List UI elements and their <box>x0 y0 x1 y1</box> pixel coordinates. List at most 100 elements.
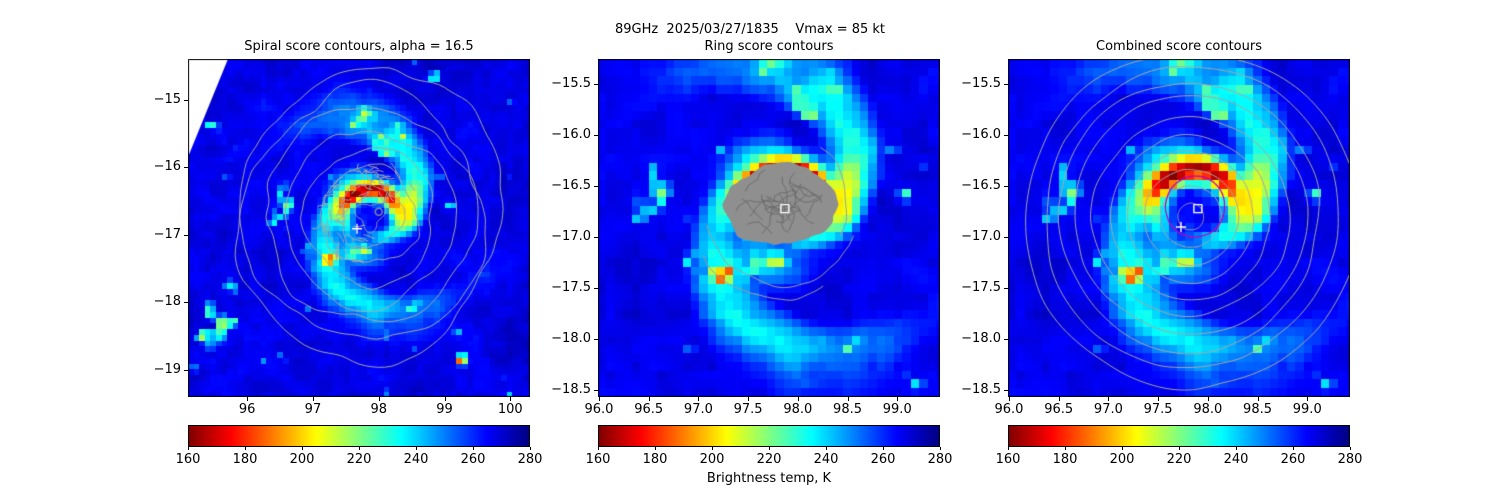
tick-mark <box>712 447 713 450</box>
tick-mark <box>1108 397 1110 401</box>
tick-mark <box>1004 135 1008 137</box>
x-tick-label: 97.0 <box>1093 402 1123 417</box>
x-tick-label: 98 <box>370 402 387 417</box>
tick-mark <box>594 186 598 188</box>
tick-mark <box>598 397 600 401</box>
tick-mark <box>1008 397 1010 401</box>
y-tick-label: −18.5 <box>961 381 1001 397</box>
colorbar-tick-label: 280 <box>927 452 953 467</box>
tick-mark <box>655 447 656 450</box>
tick-mark <box>188 447 189 450</box>
tick-mark <box>1004 84 1008 86</box>
tick-mark <box>594 135 598 137</box>
figure-suptitle: 89GHz 2025/03/27/1835 Vmax = 85 kt <box>614 22 886 37</box>
x-tick-label: 98.0 <box>1193 402 1223 417</box>
tick-mark <box>594 288 598 290</box>
tick-mark <box>1058 397 1060 401</box>
y-tick-label: −16.5 <box>551 178 591 194</box>
tick-mark <box>940 447 941 450</box>
panel-title-2: Combined score contours <box>1096 39 1262 54</box>
tick-mark <box>698 397 700 401</box>
colorbar-tick-label: 240 <box>813 452 839 467</box>
colorbar-tick-label: 220 <box>346 452 372 467</box>
tick-mark <box>245 447 246 450</box>
tick-mark <box>378 397 380 401</box>
tick-mark <box>1004 389 1008 391</box>
x-tick-label: 99.0 <box>1292 402 1322 417</box>
y-tick-label: −16.0 <box>961 127 1001 143</box>
colorbar-tick-label: 200 <box>289 452 315 467</box>
y-tick-label: −17.0 <box>551 229 591 245</box>
y-tick-label: −17.0 <box>961 229 1001 245</box>
heatmap-canvas-0 <box>188 59 530 397</box>
colorbar-tick-label: 220 <box>1166 452 1192 467</box>
tick-mark <box>847 397 849 401</box>
x-tick-label: 100 <box>497 402 523 417</box>
tick-mark <box>1008 447 1009 450</box>
tick-mark <box>510 397 512 401</box>
tick-mark <box>1158 397 1160 401</box>
x-tick-label: 98.5 <box>833 402 862 417</box>
y-tick-label: −16.0 <box>551 127 591 143</box>
colorbar-tick-label: 240 <box>403 452 429 467</box>
colorbar-tick-label: 180 <box>232 452 258 467</box>
tick-mark <box>1293 447 1294 450</box>
tick-mark <box>748 397 750 401</box>
tick-mark <box>444 397 446 401</box>
y-tick-label: −17.5 <box>961 280 1001 296</box>
colorbar-tick-label: 160 <box>585 452 611 467</box>
tick-mark <box>247 397 249 401</box>
y-tick-label: −15.5 <box>551 76 591 92</box>
x-tick-label: 97 <box>304 402 322 417</box>
colorbar-tick-label: 200 <box>699 452 725 467</box>
tick-mark <box>1065 447 1066 450</box>
colorbar-tick-label: 280 <box>517 452 543 467</box>
tick-mark <box>1004 288 1008 290</box>
x-tick-label: 96 <box>238 402 256 417</box>
tick-mark <box>594 338 598 340</box>
tick-mark <box>648 397 650 401</box>
tick-mark <box>883 447 884 450</box>
tick-mark <box>826 447 827 450</box>
tick-mark <box>184 369 188 371</box>
colorbar-tick-label: 260 <box>870 452 896 467</box>
colorbar-tick-label: 220 <box>756 452 782 467</box>
tick-mark <box>897 397 899 401</box>
tick-mark <box>416 447 417 450</box>
y-tick-label: −19 <box>153 361 181 377</box>
tick-mark <box>797 397 799 401</box>
tick-mark <box>1350 447 1351 450</box>
colorbar-2 <box>1008 425 1350 447</box>
tick-mark <box>359 447 360 450</box>
colorbar-tick-label: 240 <box>1223 452 1249 467</box>
tick-mark <box>1236 447 1237 450</box>
colorbar-tick-label: 200 <box>1109 452 1135 467</box>
colorbar-tick-label: 160 <box>995 452 1021 467</box>
tick-mark <box>1179 447 1180 450</box>
y-tick-label: −16 <box>153 159 181 175</box>
tick-mark <box>473 447 474 450</box>
y-tick-label: −16.5 <box>961 178 1001 194</box>
tick-mark <box>184 167 188 169</box>
y-tick-label: −17 <box>153 226 181 242</box>
colorbar-axis-label: Brightness temp, K <box>706 471 832 486</box>
heatmap-canvas-1 <box>598 59 940 397</box>
y-tick-label: −18 <box>153 294 181 310</box>
x-tick-label: 96.5 <box>634 402 664 417</box>
tick-mark <box>1257 397 1259 401</box>
tick-mark <box>1307 397 1309 401</box>
colorbar-tick-label: 260 <box>460 452 486 467</box>
tick-mark <box>302 447 303 450</box>
x-tick-label: 99 <box>436 402 453 417</box>
tick-mark <box>184 99 188 101</box>
colorbar-1 <box>598 425 940 447</box>
colorbar-tick-label: 280 <box>1337 452 1363 467</box>
x-tick-label: 96.5 <box>1044 402 1074 417</box>
panel-title-0: Spiral score contours, alpha = 16.5 <box>244 39 474 54</box>
x-tick-label: 97.0 <box>683 402 713 417</box>
tick-mark <box>1004 186 1008 188</box>
x-tick-label: 99.0 <box>882 402 912 417</box>
y-tick-label: −17.5 <box>551 280 591 296</box>
tick-mark <box>184 302 188 304</box>
x-tick-label: 98.0 <box>783 402 813 417</box>
